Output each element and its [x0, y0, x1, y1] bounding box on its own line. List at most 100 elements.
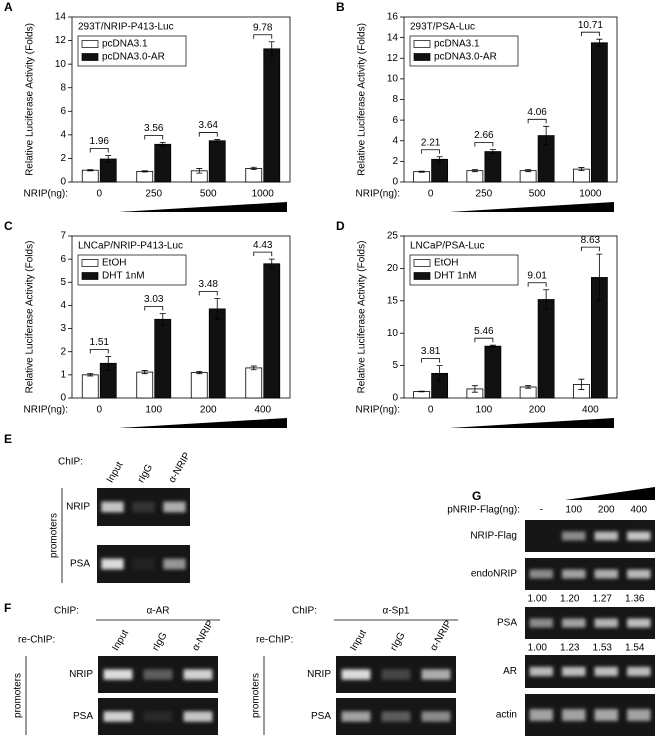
lane-label: Input [110, 628, 131, 653]
group-label: promoters [49, 513, 60, 558]
row-label: NRIP [307, 669, 331, 680]
y-tick-label: 16 [387, 12, 399, 23]
x-tick-label: 250 [476, 189, 493, 200]
fold-label: 1.51 [90, 337, 110, 348]
gel-band [163, 501, 186, 513]
bar [263, 263, 281, 399]
y-tick-label: 0 [60, 177, 66, 188]
bar [466, 170, 484, 183]
error-bar [196, 168, 203, 174]
gel-band [562, 531, 586, 541]
x-tick-label: 0 [428, 405, 434, 416]
y-tick-label: 2 [60, 346, 66, 357]
bar [484, 345, 502, 399]
lane-label: Input [348, 628, 369, 653]
panel-letter: D [336, 219, 345, 233]
antibody-label: α-Sp1 [383, 606, 410, 617]
x-axis-label: NRIP(ng): [356, 405, 400, 416]
lane-label: α-NRIP [167, 450, 193, 484]
fold-bracket [474, 142, 494, 147]
x-tick-label: 500 [200, 189, 217, 200]
panel-letter: G [472, 489, 481, 503]
bar [81, 169, 99, 183]
ratio-label: 1.54 [625, 643, 645, 654]
error-bar [87, 373, 94, 377]
plot-frame [403, 235, 618, 399]
error-bar [418, 170, 425, 173]
fold-bracket [144, 306, 164, 311]
plot-frame [71, 235, 291, 399]
fold-bracket [89, 348, 109, 354]
row-label: NRIP [66, 502, 90, 513]
dose-wedge [449, 418, 614, 428]
error-bar [214, 298, 221, 320]
row-label: actin [496, 710, 517, 721]
legend-box [409, 254, 519, 286]
bar [484, 151, 502, 183]
x-tick-label: 1000 [579, 189, 602, 200]
x-axis-label: NRIP(ng): [24, 189, 68, 200]
bar [519, 170, 537, 183]
fold-bracket [421, 149, 441, 154]
error-bar [105, 155, 112, 163]
gel-band [562, 709, 586, 721]
chip-label: ChIP: [54, 606, 79, 617]
fold-bracket [198, 291, 218, 296]
legend-swatch [81, 272, 99, 280]
fold-bracket [198, 132, 218, 137]
y-tick-label: 2 [392, 156, 398, 167]
bar [590, 42, 608, 183]
bar [413, 391, 431, 399]
gel-band [594, 618, 618, 628]
gel-band [562, 569, 586, 579]
gel-band [341, 711, 371, 722]
error-bar [525, 385, 532, 389]
y-tick-label: 8 [392, 94, 398, 105]
panel-letter: C [4, 219, 13, 233]
y-tick-label: 7 [60, 231, 66, 242]
bar [136, 371, 154, 399]
fold-bracket [253, 34, 273, 39]
plot-frame [71, 16, 291, 183]
lane-label: rIgG [150, 630, 169, 653]
legend-box [77, 35, 187, 67]
gel-band [529, 709, 553, 721]
legend-label: pcDNA3.1 [434, 39, 480, 50]
chart-title: LNCaP/PSA-Luc [410, 241, 484, 252]
y-tick-label: 12 [387, 53, 399, 64]
y-tick-label: 20 [387, 263, 399, 274]
dose-wedge [449, 202, 614, 212]
error-bar [87, 169, 94, 172]
gel-band [381, 669, 411, 680]
panel-letter: E [4, 432, 12, 446]
error-bar [141, 170, 148, 173]
gel-band [101, 501, 124, 513]
x-tick-label: 200 [200, 405, 217, 416]
bar [190, 372, 208, 399]
row-label: NRIP-Flag [470, 531, 517, 542]
legend-swatch [413, 53, 431, 61]
fold-bracket [527, 118, 547, 124]
legend-label: DHT 1nM [102, 271, 145, 282]
fold-label: 9.78 [253, 22, 273, 33]
error-bar [489, 344, 496, 348]
error-bar [596, 253, 603, 302]
legend-label: pcDNA3.0-AR [102, 52, 165, 63]
lane-label: rIgG [388, 630, 407, 653]
x-tick-label: 400 [582, 405, 599, 416]
legend-label: EtOH [434, 258, 458, 269]
lane-label: 400 [630, 505, 647, 516]
y-tick-label: 10 [387, 74, 399, 85]
fold-bracket [474, 337, 494, 343]
fold-label: 2.21 [421, 137, 441, 148]
fold-label: 3.81 [421, 346, 441, 357]
lane-label: Input [105, 460, 126, 485]
fold-bracket [144, 135, 164, 140]
fold-label: 5.46 [474, 326, 494, 337]
fold-label: 4.06 [527, 107, 547, 118]
bar [537, 299, 555, 399]
y-tick-label: 14 [387, 32, 399, 43]
header-label: pNRIP-Flag(ng): [447, 505, 520, 516]
error-bar [525, 169, 532, 173]
